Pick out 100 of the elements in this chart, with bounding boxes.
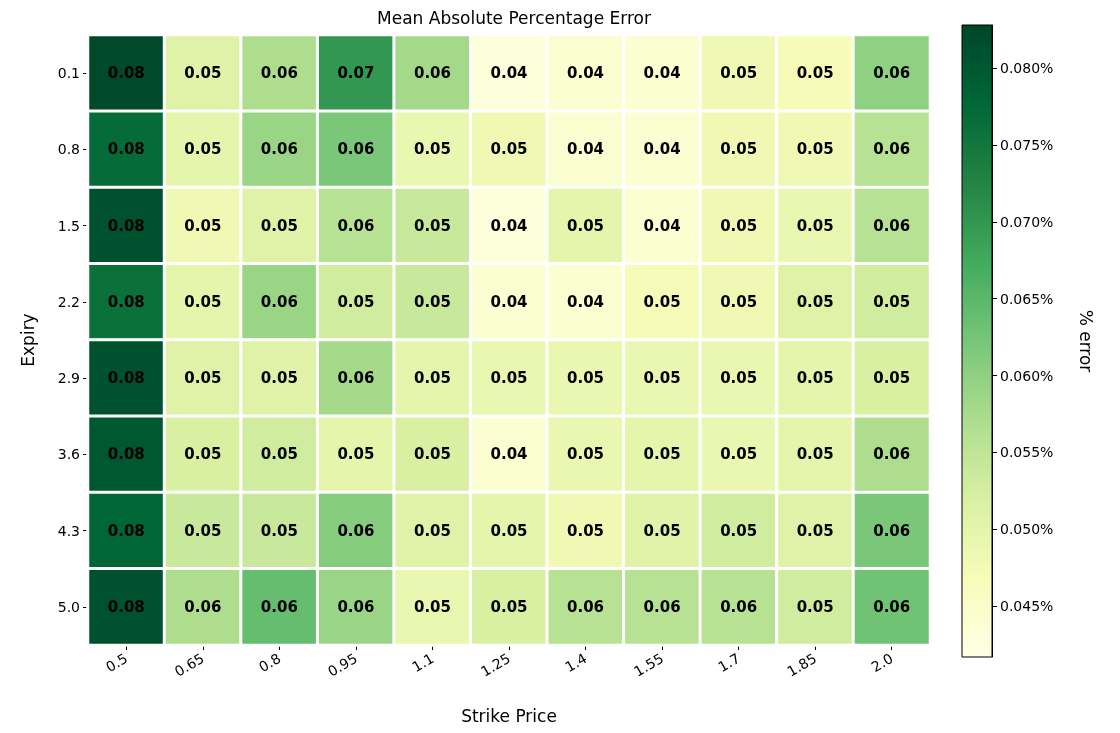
data-label: 0.08 — [107, 140, 145, 159]
x-tick-label: 1.85 — [784, 650, 820, 680]
data-label: 0.05 — [720, 521, 758, 540]
data-label: 0.04 — [643, 140, 681, 159]
data-label: 0.05 — [260, 521, 298, 540]
data-label: 0.05 — [643, 369, 681, 388]
x-tick-label: 0.8 — [256, 650, 284, 676]
data-label: 0.06 — [260, 292, 298, 311]
data-label: 0.05 — [796, 292, 834, 311]
data-label: 0.06 — [873, 445, 911, 464]
data-label: 0.05 — [413, 216, 451, 235]
data-label: 0.04 — [643, 64, 681, 83]
data-label: 0.05 — [260, 216, 298, 235]
data-label: 0.05 — [567, 216, 605, 235]
chart-title: Mean Absolute Percentage Error — [377, 7, 651, 28]
data-label: 0.06 — [337, 597, 375, 616]
data-label: 0.06 — [720, 597, 758, 616]
color-bar-label: 0.060% — [1000, 367, 1054, 384]
data-label: 0.06 — [184, 597, 222, 616]
data-label: 0.06 — [873, 140, 911, 159]
data-label: 0.05 — [337, 445, 375, 464]
color-bar-label: 0.050% — [1000, 521, 1054, 538]
data-label: 0.06 — [260, 140, 298, 159]
data-label: 0.06 — [337, 216, 375, 235]
data-label: 0.05 — [567, 369, 605, 388]
x-tick-label: 0.5 — [103, 650, 131, 676]
x-tick-label: 2.0 — [868, 650, 896, 676]
data-label: 0.06 — [643, 597, 681, 616]
data-label: 0.05 — [260, 369, 298, 388]
data-label: 0.06 — [260, 597, 298, 616]
data-label: 0.05 — [796, 597, 834, 616]
data-label: 0.08 — [107, 216, 145, 235]
data-label: 0.06 — [873, 597, 911, 616]
x-tick-label: 1.4 — [562, 650, 590, 676]
data-label: 0.08 — [107, 64, 145, 83]
x-tick-label: 1.55 — [631, 650, 667, 680]
color-bar-label: 0.045% — [1000, 598, 1054, 615]
y-axis-title: Expiry — [17, 313, 38, 367]
data-label: 0.06 — [337, 369, 375, 388]
data-label: 0.04 — [490, 64, 528, 83]
color-bar-label: 0.070% — [1000, 213, 1054, 230]
data-label: 0.04 — [490, 445, 528, 464]
data-label: 0.05 — [490, 521, 528, 540]
y-tick-label: 2.9 — [57, 370, 80, 387]
data-label: 0.05 — [413, 445, 451, 464]
data-label: 0.08 — [107, 521, 145, 540]
data-label: 0.05 — [184, 369, 222, 388]
data-label: 0.05 — [490, 597, 528, 616]
y-tick-label: 0.1 — [57, 65, 80, 82]
data-label: 0.05 — [184, 521, 222, 540]
data-label: 0.05 — [643, 521, 681, 540]
data-label: 0.05 — [873, 369, 911, 388]
data-label: 0.08 — [107, 597, 145, 616]
data-label: 0.05 — [184, 140, 222, 159]
data-label: 0.05 — [796, 64, 834, 83]
data-label: 0.05 — [184, 64, 222, 83]
data-label: 0.05 — [413, 292, 451, 311]
data-label: 0.05 — [567, 521, 605, 540]
data-label: 0.05 — [184, 445, 222, 464]
data-label: 0.05 — [490, 140, 528, 159]
data-label: 0.04 — [643, 216, 681, 235]
color-bar-title: % error — [1075, 309, 1096, 373]
data-label: 0.06 — [337, 521, 375, 540]
data-label: 0.05 — [796, 521, 834, 540]
data-label: 0.08 — [107, 369, 145, 388]
data-label: 0.05 — [184, 216, 222, 235]
data-label: 0.05 — [413, 521, 451, 540]
data-label: 0.04 — [567, 292, 605, 311]
data-label: 0.06 — [337, 140, 375, 159]
data-label: 0.06 — [873, 216, 911, 235]
data-label: 0.05 — [720, 140, 758, 159]
data-label: 0.04 — [490, 292, 528, 311]
data-label: 0.08 — [107, 292, 145, 311]
data-label: 0.05 — [720, 216, 758, 235]
x-tick-label: 1.25 — [478, 650, 513, 680]
data-label: 0.06 — [873, 521, 911, 540]
data-label: 0.07 — [337, 64, 375, 83]
data-label: 0.06 — [413, 64, 451, 83]
data-label: 0.05 — [184, 292, 222, 311]
data-label: 0.05 — [720, 369, 758, 388]
y-tick-label: 2.2 — [57, 293, 80, 310]
data-label: 0.04 — [567, 140, 605, 159]
data-label: 0.05 — [260, 445, 298, 464]
color-bar-label: 0.065% — [1000, 290, 1054, 307]
color-bar-label: 0.080% — [1000, 60, 1054, 77]
data-label: 0.05 — [643, 445, 681, 464]
y-tick-label: 0.8 — [57, 141, 80, 158]
data-label: 0.05 — [413, 140, 451, 159]
data-label: 0.05 — [337, 292, 375, 311]
data-label: 0.04 — [490, 216, 528, 235]
color-bar-label: 0.055% — [1000, 444, 1054, 461]
data-label: 0.05 — [567, 445, 605, 464]
x-tick-label: 1.7 — [715, 650, 743, 676]
data-label: 0.05 — [413, 369, 451, 388]
data-label: 0.05 — [796, 216, 834, 235]
data-label: 0.05 — [490, 369, 528, 388]
data-label: 0.05 — [720, 445, 758, 464]
x-tick-label: 0.65 — [171, 650, 207, 680]
data-label: 0.05 — [796, 445, 834, 464]
y-tick-label: 5.0 — [57, 598, 80, 615]
